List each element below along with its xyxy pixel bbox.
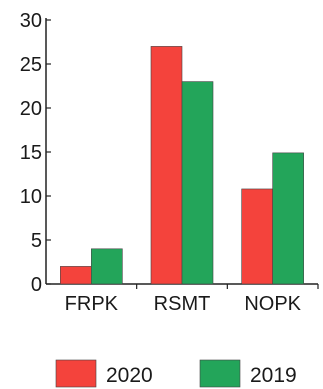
bars (60, 46, 304, 285)
bar-frpk-2019 (91, 248, 123, 285)
y-tick-label: 0 (31, 274, 42, 296)
bar-nopk-2019 (272, 152, 304, 285)
bar-nopk-2020 (241, 188, 273, 285)
legend-swatch-2019 (199, 359, 241, 388)
labels: FRPK RSMT NOPK (65, 293, 302, 315)
bar-rsmt-2019 (181, 81, 214, 285)
legend: 2020 2019 (55, 359, 297, 388)
legend-label-2019: 2019 (250, 364, 297, 387)
y-tick-label: 15 (20, 142, 42, 164)
bar-rsmt-2020 (150, 46, 183, 285)
y-tick-label: 5 (31, 230, 42, 252)
legend-swatch-2020 (55, 359, 97, 388)
bar-frpk-2020 (60, 266, 92, 285)
x-category-label: NOPK (244, 293, 301, 315)
y-tick-label: 30 (20, 10, 42, 32)
x-category-label: FRPK (65, 293, 119, 315)
legend-label-2020: 2020 (106, 364, 153, 387)
y-tick-label: 25 (20, 54, 42, 76)
y-tick-label: 10 (20, 186, 42, 208)
x-category-label: RSMT (154, 293, 211, 315)
y-tick-label: 20 (20, 98, 42, 120)
